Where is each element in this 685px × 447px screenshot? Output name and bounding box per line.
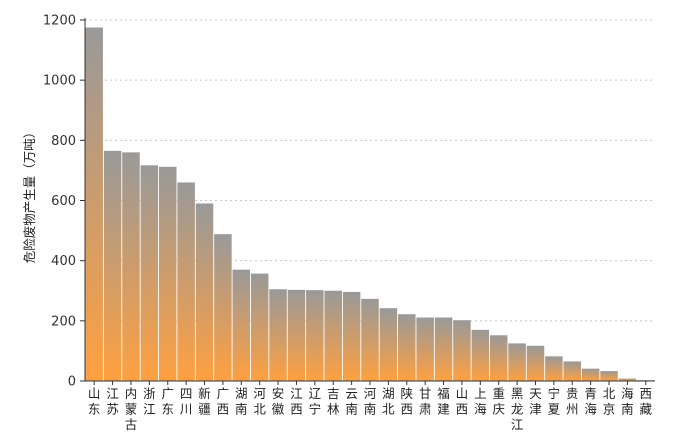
x-tick-label: 重庆 — [492, 386, 505, 417]
axes — [80, 18, 655, 385]
bar-15 — [361, 298, 379, 381]
bar-12 — [306, 290, 324, 381]
x-tick-label: 海南 — [621, 386, 634, 417]
x-tick-label: 浙江 — [143, 386, 156, 417]
x-tick-label: 河南 — [364, 386, 377, 417]
x-tick-label: 广西 — [217, 386, 230, 417]
bars — [85, 27, 655, 381]
bar-11 — [287, 289, 306, 381]
x-tick-label: 上海 — [474, 386, 487, 417]
bar-22 — [489, 335, 508, 381]
bar-6 — [195, 203, 214, 381]
y-tick-label: 800 — [51, 134, 76, 149]
x-tick-label: 河北 — [253, 386, 266, 417]
y-tick-labels: 0 200 400 600 800 1000 1200 — [43, 14, 76, 390]
x-tick-label: 青海 — [584, 386, 597, 417]
bar-25 — [545, 356, 563, 381]
x-tick-label: 陕西 — [401, 386, 414, 417]
bar-19 — [434, 317, 453, 381]
x-tick-label: 福建 — [437, 386, 450, 417]
x-tick-label: 甘肃 — [419, 386, 432, 417]
bar-9 — [250, 273, 269, 381]
bar-26 — [563, 361, 582, 381]
x-tick-label: 山西 — [456, 386, 469, 417]
x-tick-label: 四川 — [180, 386, 193, 417]
bar-4 — [158, 166, 177, 381]
bar-2 — [122, 152, 140, 381]
bar-14 — [342, 291, 361, 381]
bar-23 — [508, 343, 526, 381]
x-tick-label: 宁夏 — [548, 386, 561, 417]
bar-1 — [103, 150, 122, 381]
bar-18 — [416, 317, 434, 381]
y-tick-label: 200 — [51, 314, 76, 329]
x-tick-label: 新疆 — [198, 386, 211, 417]
bar-3 — [140, 165, 159, 381]
bar-17 — [398, 314, 416, 381]
bar-28 — [600, 371, 618, 381]
x-tick-label: 湖北 — [382, 386, 395, 417]
bar-27 — [581, 368, 600, 381]
y-tick-label: 0 — [68, 375, 76, 390]
x-category-labels: 山东江苏内蒙古浙江广东四川新疆广西湖南河北安徽江西辽宁吉林云南河南湖北陕西甘肃福… — [88, 386, 653, 432]
bar-16 — [379, 308, 398, 381]
x-tick-label: 云南 — [345, 386, 358, 417]
x-tick-label: 山东 — [88, 386, 101, 417]
x-tick-label: 吉林 — [327, 386, 340, 417]
x-tick-label: 内蒙古 — [125, 386, 138, 432]
y-tick-label: 400 — [51, 254, 76, 269]
x-tick-label: 贵州 — [566, 386, 579, 417]
bar-10 — [269, 289, 287, 381]
bar-8 — [232, 269, 251, 381]
bar-29 — [618, 378, 637, 381]
x-tick-label: 天津 — [529, 386, 542, 417]
bar-20 — [453, 320, 471, 381]
x-tick-label: 江西 — [290, 386, 303, 417]
bar-21 — [471, 329, 490, 381]
bar-7 — [214, 234, 232, 381]
x-tick-label: 江苏 — [106, 386, 119, 417]
y-tick-label: 1000 — [43, 74, 76, 89]
x-tick-label: 广东 — [161, 386, 174, 417]
bar-24 — [526, 345, 545, 381]
x-tick-label: 西藏 — [640, 386, 653, 417]
y-axis-title: 危险废物产生量（万吨） — [22, 126, 37, 264]
x-tick-label: 黑龙江 — [511, 386, 524, 432]
x-tick-label: 北京 — [603, 386, 616, 417]
y-tick-label: 600 — [51, 194, 76, 209]
bar-13 — [324, 290, 342, 381]
bar-5 — [177, 182, 195, 381]
x-tick-label: 湖南 — [235, 386, 248, 417]
bar-0 — [85, 27, 103, 381]
x-tick-label: 安徽 — [272, 386, 285, 417]
x-tick-label: 辽宁 — [309, 386, 322, 417]
y-tick-label: 1200 — [43, 14, 76, 29]
